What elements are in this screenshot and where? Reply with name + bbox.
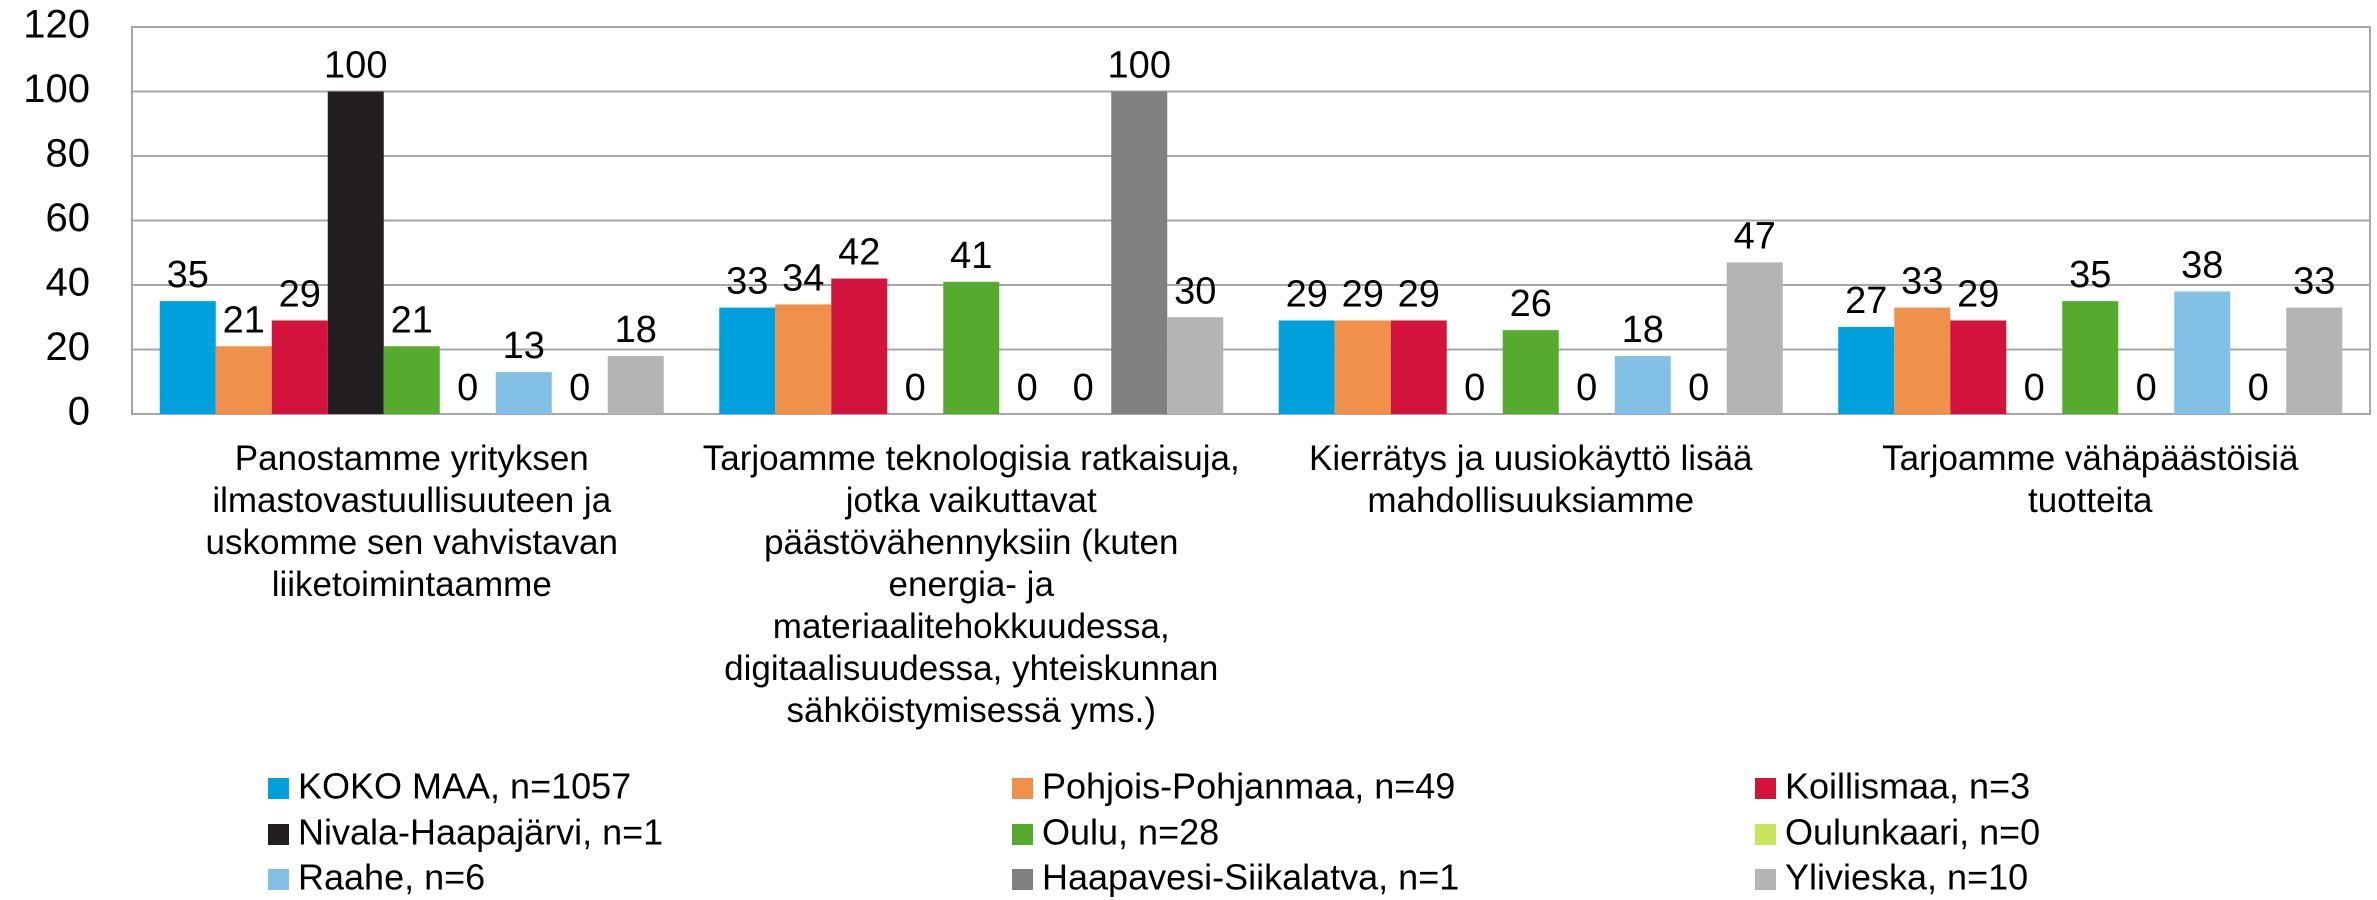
bar xyxy=(1167,317,1224,414)
bar xyxy=(1390,320,1447,414)
data-label: 38 xyxy=(2181,244,2223,286)
data-label: 29 xyxy=(1286,274,1328,316)
legend-label: Raahe, n=6 xyxy=(298,857,485,898)
data-label: 33 xyxy=(2293,261,2335,303)
bar xyxy=(327,91,384,414)
bar xyxy=(215,346,272,414)
data-label: 0 xyxy=(2248,367,2269,409)
plot-border xyxy=(131,26,2371,415)
legend-swatch xyxy=(268,778,289,799)
bar xyxy=(1278,320,1335,414)
legend-label: Nivala-Haapajärvi, n=1 xyxy=(298,812,663,853)
bar xyxy=(1838,326,1895,414)
y-tick-label: 40 xyxy=(46,261,91,305)
data-label: 100 xyxy=(1108,45,1171,87)
legend-label: Haapavesi-Siikalatva, n=1 xyxy=(1042,857,1459,898)
data-label: 0 xyxy=(905,367,926,409)
bar xyxy=(1950,320,2007,414)
legend-label: Pohjois-Pohjanmaa, n=49 xyxy=(1042,766,1455,807)
bar xyxy=(2174,291,2231,414)
legend-swatch xyxy=(268,869,289,890)
legend-swatch xyxy=(1755,869,1776,890)
legend-swatch xyxy=(1012,869,1033,890)
bar xyxy=(271,320,328,414)
data-label: 0 xyxy=(1017,367,1038,409)
data-label: 13 xyxy=(503,325,545,367)
data-label: 0 xyxy=(1073,367,1094,409)
data-label: 29 xyxy=(1398,274,1440,316)
bar xyxy=(1894,307,1951,414)
x-tick-label: Panostamme yrityksen ilmastovastuullisuu… xyxy=(205,439,618,604)
data-label: 29 xyxy=(279,274,321,316)
data-label: 47 xyxy=(1734,215,1776,257)
data-label: 0 xyxy=(1576,367,1597,409)
data-label: 35 xyxy=(167,254,209,296)
data-label: 21 xyxy=(223,299,265,341)
data-label: 33 xyxy=(1901,261,1943,303)
bar xyxy=(1614,355,1671,414)
bar xyxy=(383,346,440,414)
bar xyxy=(607,355,664,414)
data-label: 33 xyxy=(726,261,768,303)
y-tick-label: 20 xyxy=(46,325,91,369)
data-label: 29 xyxy=(1342,274,1384,316)
y-tick-label: 60 xyxy=(46,196,91,240)
bar xyxy=(2286,307,2343,414)
legend-swatch xyxy=(268,824,289,845)
data-label: 30 xyxy=(1174,270,1216,312)
data-label: 26 xyxy=(1510,283,1552,325)
data-label: 41 xyxy=(950,235,992,277)
legend-swatch xyxy=(1755,824,1776,845)
y-tick-label: 120 xyxy=(23,3,90,47)
bar xyxy=(1334,320,1391,414)
data-label: 0 xyxy=(1688,367,1709,409)
bar xyxy=(495,372,552,414)
data-label: 27 xyxy=(1845,280,1887,322)
data-label: 18 xyxy=(1622,309,1664,351)
bar xyxy=(719,307,776,414)
legend-label: KOKO MAA, n=1057 xyxy=(298,766,631,807)
bar xyxy=(159,301,216,414)
bar xyxy=(943,281,1000,414)
bar xyxy=(775,304,832,414)
bar xyxy=(1502,330,1559,414)
data-label: 34 xyxy=(782,257,824,299)
bar xyxy=(2062,301,2119,414)
legend-label: Koillismaa, n=3 xyxy=(1785,766,2030,807)
x-tick-label: Kierrätys ja uusiokäyttö lisää mahdollis… xyxy=(1308,439,1753,520)
legend-label: Ylivieska, n=10 xyxy=(1785,857,2028,898)
legend-swatch xyxy=(1755,778,1776,799)
x-tick-label: Tarjoamme vähäpäästöisiä tuotteita xyxy=(1882,439,2299,520)
bar xyxy=(1111,91,1168,414)
bar xyxy=(831,278,888,414)
y-tick-label: 100 xyxy=(23,67,90,111)
legend-label: Oulunkaari, n=0 xyxy=(1785,812,2040,853)
legend-swatch xyxy=(1012,824,1033,845)
data-label: 35 xyxy=(2069,254,2111,296)
y-tick-label: 0 xyxy=(68,390,90,434)
data-label: 100 xyxy=(324,45,387,87)
legend-swatch xyxy=(1012,778,1033,799)
data-label: 0 xyxy=(569,367,590,409)
data-label: 42 xyxy=(838,232,880,274)
y-tick-label: 80 xyxy=(46,132,91,176)
data-label: 0 xyxy=(457,367,478,409)
x-tick-label: Tarjoamme teknologisia ratkaisuja, jotka… xyxy=(702,439,1240,730)
data-label: 0 xyxy=(2024,367,2045,409)
bar xyxy=(1726,262,1783,414)
data-label: 0 xyxy=(2136,367,2157,409)
data-label: 0 xyxy=(1464,367,1485,409)
legend-label: Oulu, n=28 xyxy=(1042,812,1219,853)
data-label: 21 xyxy=(391,299,433,341)
data-label: 29 xyxy=(1957,274,1999,316)
data-label: 18 xyxy=(615,309,657,351)
